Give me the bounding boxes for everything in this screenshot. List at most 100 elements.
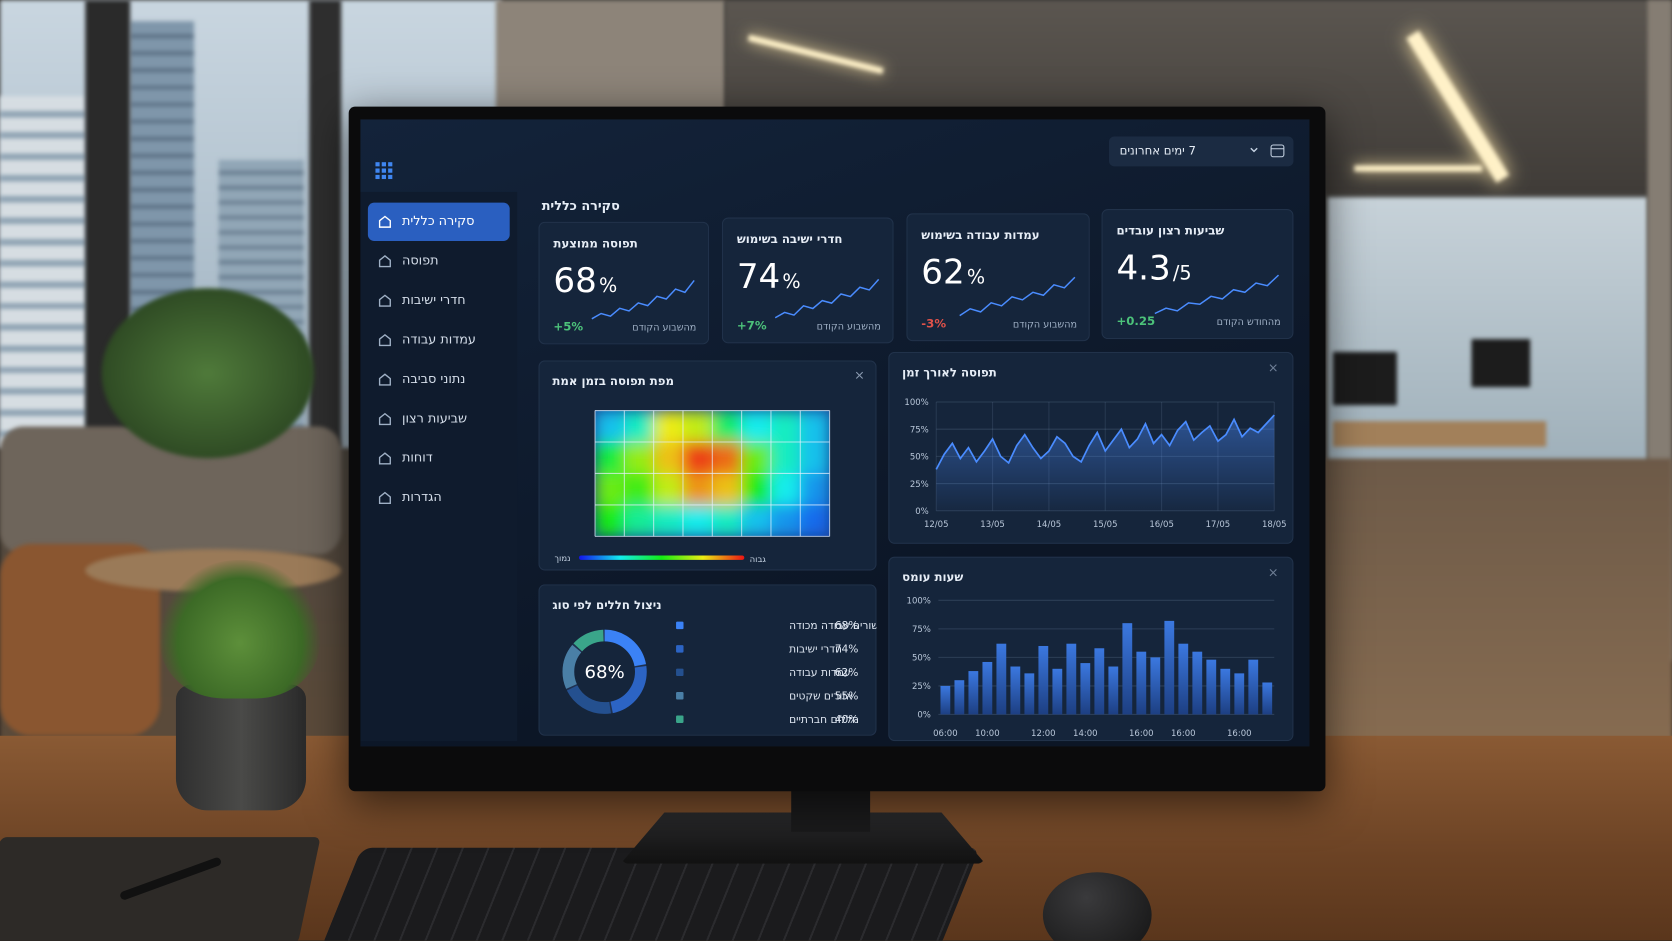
legend-bar [579, 555, 745, 560]
bar [1234, 673, 1245, 715]
sidebar-icon [378, 215, 391, 228]
heat-cell [800, 441, 830, 474]
kpi-value-row: 68% [553, 260, 617, 301]
x-tick-label: 10:00 [975, 729, 1000, 739]
kpi-period: מהשבוע הקודם [1012, 319, 1077, 331]
heat-cell [770, 504, 801, 537]
sidebar-item[interactable]: שביעות רצון [368, 400, 510, 438]
y-tick-label: 25% [912, 682, 931, 692]
sparkline [1154, 274, 1280, 315]
bar [1262, 682, 1273, 715]
heat-cell [741, 504, 771, 537]
heat-cell [624, 473, 654, 505]
sidebar-item[interactable]: סקירה כללית [367, 202, 510, 241]
legend-swatch [676, 668, 684, 677]
legend-value: 74% [835, 643, 859, 656]
heat-cell [682, 504, 713, 537]
y-tick-label: 100% [907, 597, 931, 607]
kpi-value-row: 62% [921, 252, 985, 293]
donut-segment [562, 629, 647, 714]
app-menu-icon[interactable] [375, 162, 393, 180]
monitor-neck [791, 783, 871, 832]
heat-cell [800, 504, 830, 537]
bar [1150, 657, 1161, 715]
sidebar-item[interactable]: עמדות עבודה [368, 321, 510, 359]
kpi-title: שביעות רצון עובדים [1116, 223, 1225, 238]
x-tick-label: 12/05 [924, 520, 949, 530]
line [935, 414, 1275, 470]
heat-cell [595, 504, 625, 537]
heatmap: נמוך גבוה [554, 371, 864, 565]
x-tick-label: 16:00 [1129, 729, 1154, 739]
legend-low: נמוך [554, 554, 570, 564]
dashboard-screen: 7 ימים אחרונים סקירה כללית תפוסה חדרי ישיב… [360, 119, 1310, 747]
heat-cell [712, 504, 742, 537]
legend-label: חללים חברתיים [789, 713, 859, 726]
heat-cell [682, 473, 713, 505]
icon-shape [378, 412, 391, 426]
panel-title: תפוסה לאורך זמן [902, 365, 997, 380]
kpi-value: 4.3 [1116, 247, 1171, 288]
heat-cell [595, 473, 625, 505]
donut-segment [562, 629, 647, 714]
bar [1178, 643, 1189, 715]
x-tick-label: 15/05 [1093, 520, 1118, 530]
sidebar-icon [378, 412, 391, 426]
date-range-dropdown[interactable]: 7 ימים אחרונים [1108, 136, 1294, 167]
kpi-change: +5% [553, 319, 584, 334]
kpi-title: חדרי ישיבה בשימוש [736, 232, 843, 247]
legend-value: 55% [835, 690, 859, 703]
bar [1010, 666, 1021, 715]
legend-label: מכשורים עבודה מכודה [789, 619, 876, 632]
donut-segment [562, 629, 647, 714]
y-tick-label: 75% [912, 625, 931, 635]
heat-cell [770, 441, 801, 474]
heat-cell [682, 441, 713, 474]
heat-cell [741, 441, 771, 474]
sidebar-item[interactable]: הגדרות [368, 479, 510, 517]
kpi-sparkline [1154, 274, 1280, 315]
kpi-unit: % [598, 275, 618, 298]
office-monitor [1332, 351, 1397, 406]
sidebar-label: הגדרות [402, 489, 442, 505]
heat-cell [712, 441, 742, 474]
collapse-icon [1269, 364, 1277, 372]
sidebar-item[interactable]: חדרי ישיבות [368, 282, 510, 320]
plant-pot [175, 684, 307, 811]
y-tick-label: 0% [917, 711, 931, 721]
y-tick-label: 0% [915, 507, 929, 517]
bar [968, 671, 979, 715]
plant-back [101, 287, 315, 459]
y-tick-label: 25% [910, 480, 929, 490]
kpi-title: עמדות עבודה בשימוש [921, 228, 1040, 243]
sidebar-item[interactable]: נתוני סביבה [368, 360, 510, 398]
x-tick-label: 16:00 [1171, 729, 1196, 739]
bar [1024, 673, 1035, 715]
y-tick-label: 75% [910, 425, 929, 435]
heat-cell [800, 410, 830, 442]
legend-high: גבוה [750, 555, 767, 565]
sidebar-label: שביעות רצון [402, 410, 468, 426]
office-desk [1332, 421, 1547, 447]
plant-leaves [159, 559, 320, 699]
notebook [0, 837, 321, 941]
sidebar: סקירה כללית תפוסה חדרי ישיבות עמדות עבודה נת… [360, 191, 518, 742]
bar [1192, 651, 1203, 715]
x-tick-label: 14/05 [1037, 520, 1062, 530]
sidebar-label: סקירה כללית [402, 213, 475, 229]
legend-value: 68% [835, 619, 859, 632]
donut-panel: ניצול חללים לפי סוג מכשורים עבודה מכודה6… [538, 584, 877, 736]
bar [1080, 663, 1091, 715]
sidebar-item[interactable]: דוחות [368, 439, 510, 477]
bar [982, 661, 993, 715]
window-frame [309, 0, 342, 448]
sidebar-icon [378, 491, 391, 505]
heat-cell [653, 504, 683, 537]
kpi-value-row: 74% [737, 256, 801, 297]
mouse [1042, 872, 1152, 941]
heat-cell [770, 410, 801, 442]
sidebar-item[interactable]: תפוסה [368, 242, 510, 280]
heat-cell [712, 410, 742, 442]
